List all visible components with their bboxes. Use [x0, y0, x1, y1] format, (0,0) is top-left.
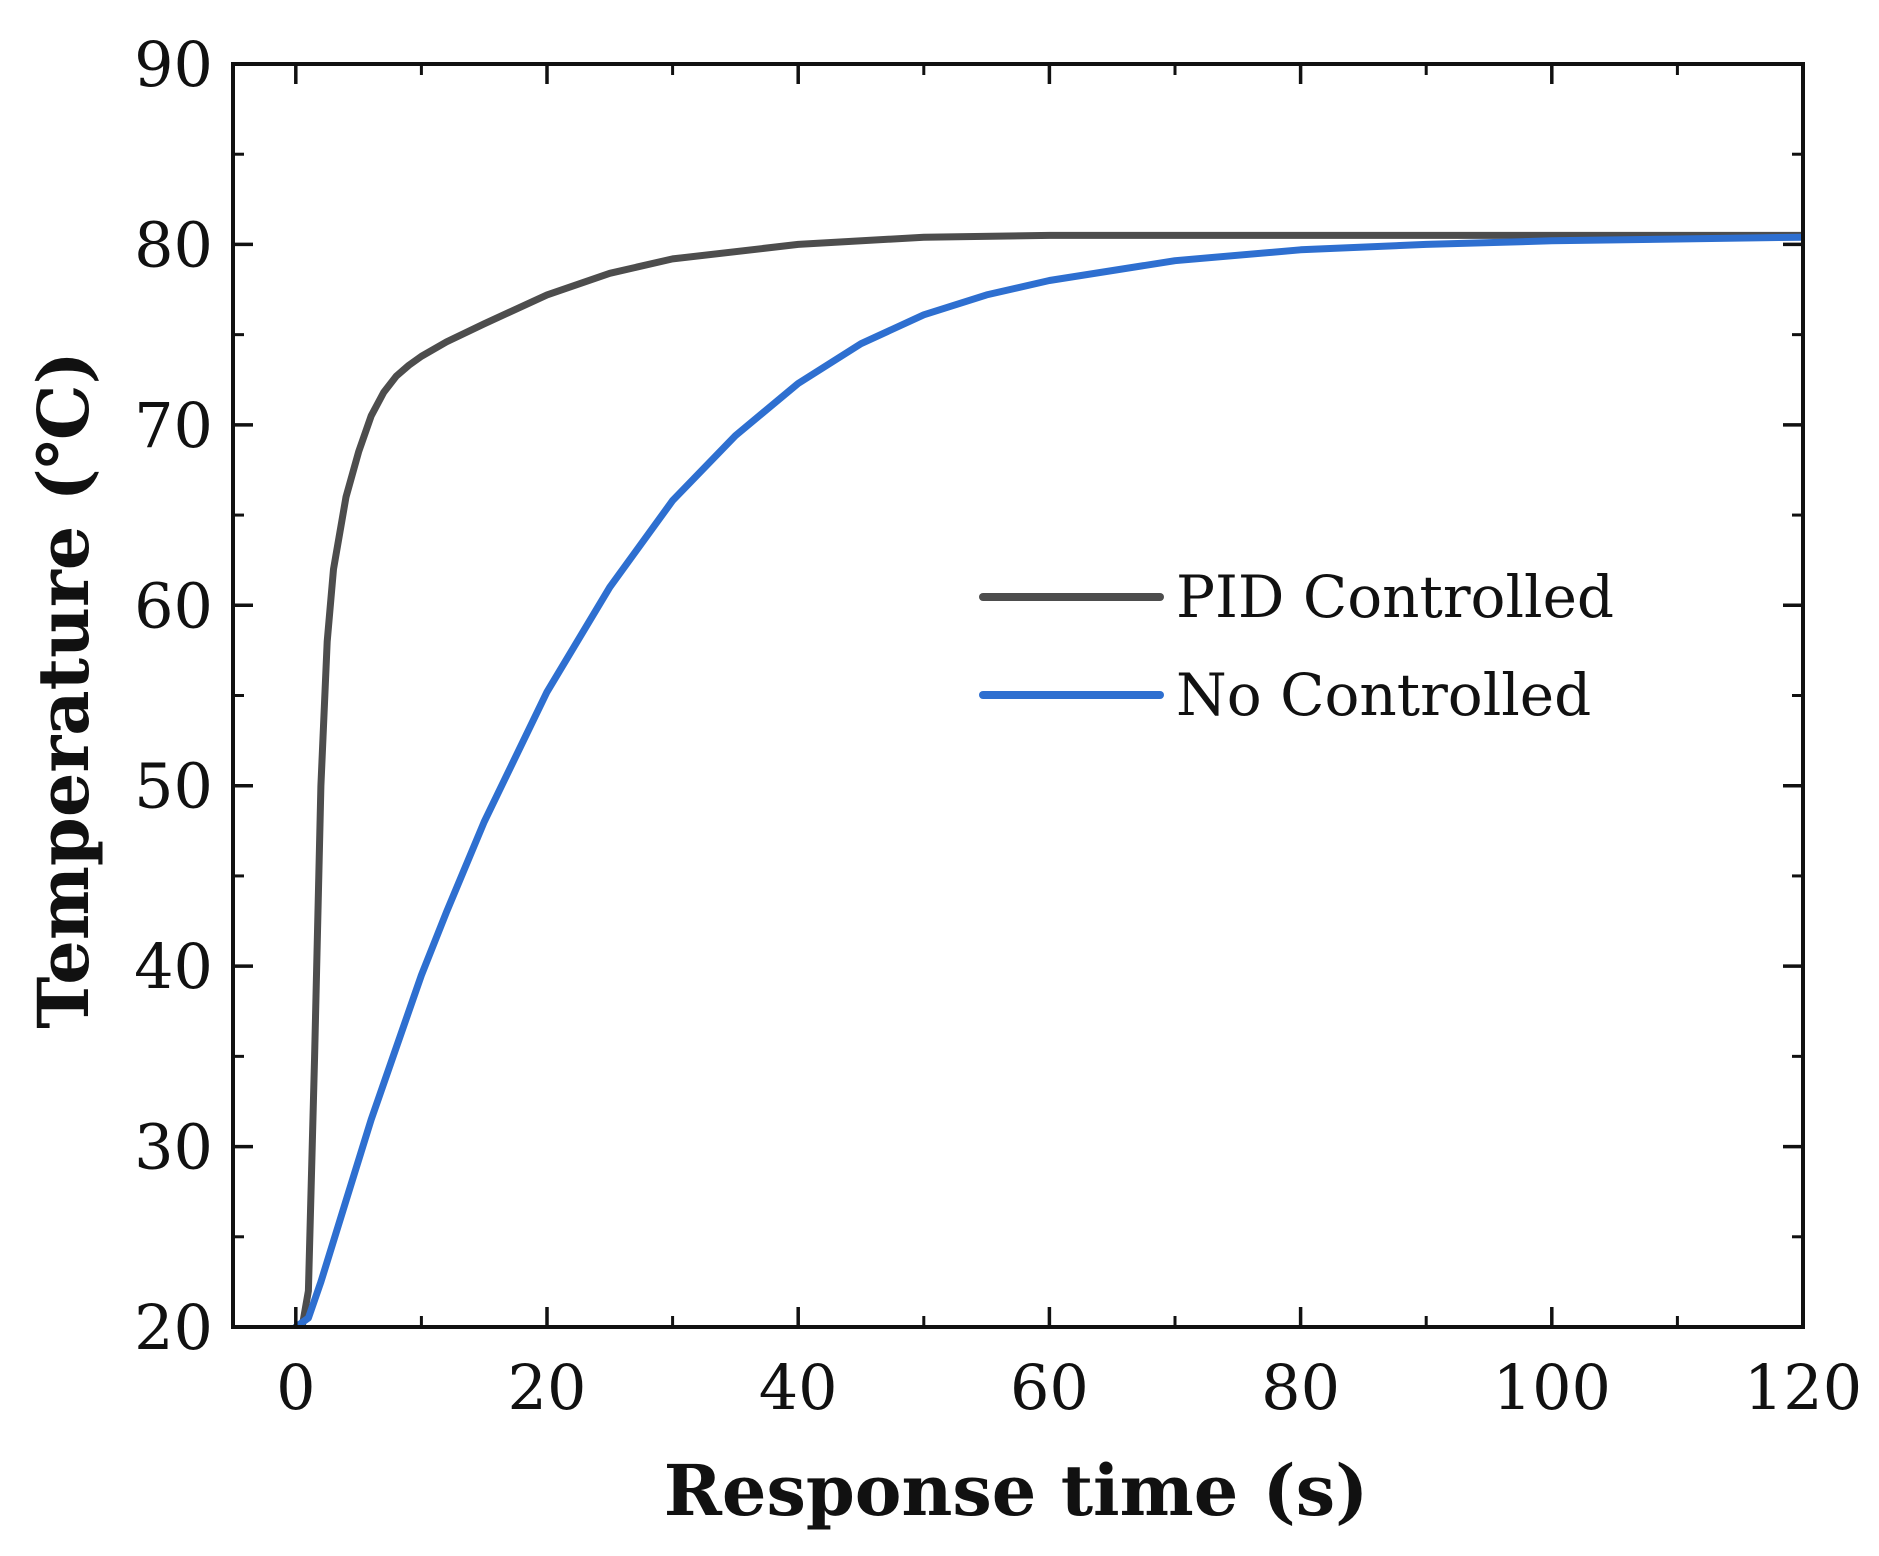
y-tick-label: 80	[134, 208, 213, 281]
x-tick-label: 0	[276, 1351, 315, 1424]
series-layer	[292, 231, 1803, 1327]
y-tick-label: 90	[134, 28, 213, 101]
x-tick-label: 80	[1261, 1351, 1340, 1424]
y-tick-label: 50	[134, 750, 213, 823]
x-tick-label: 40	[759, 1351, 838, 1424]
x-axis-title: Response time (s)	[664, 1449, 1369, 1532]
x-tick-label: 60	[1010, 1351, 1089, 1424]
legend: PID Controlled No Controlled	[979, 563, 1614, 729]
legend-label-1: PID Controlled	[1176, 563, 1614, 631]
x-tick-label: 100	[1493, 1351, 1611, 1424]
series-line-2	[292, 233, 1803, 1327]
y-tick-label: 40	[134, 930, 213, 1003]
y-tick-label: 30	[134, 1111, 213, 1184]
y-tick-label: 70	[134, 389, 213, 462]
legend-label-2: No Controlled	[1176, 661, 1591, 729]
x-tick-label: 120	[1744, 1351, 1862, 1424]
y-tick-label: 60	[134, 569, 213, 642]
y-tick-label: 20	[134, 1291, 213, 1364]
series-line-1	[292, 231, 1803, 1327]
y-axis-title: Temperature (℃)	[22, 351, 105, 1029]
axes-layer: 0 20 40 60 80 100 120 20 30 40 50 60 70 80 90	[134, 28, 1862, 1424]
x-tick-label: 20	[508, 1351, 587, 1424]
